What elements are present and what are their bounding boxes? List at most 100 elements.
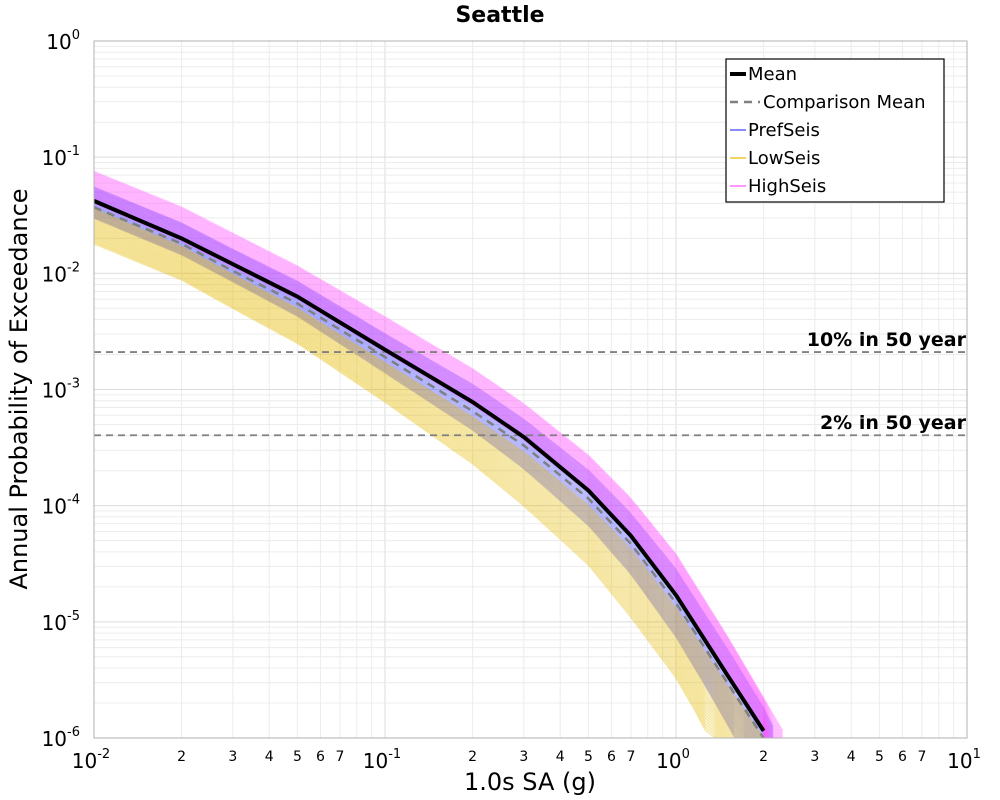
series-curve-lowseis [94, 241, 719, 738]
series-curve-lowseis [94, 217, 752, 738]
series-line-mean [94, 199, 766, 732]
series-curve-prefseis [94, 206, 755, 738]
reference-lines: 10% in 50 year 2% in 50 year [94, 329, 967, 437]
series-curve-highseis [94, 175, 782, 738]
series-curve-lowseis [94, 222, 744, 738]
series-curve-lowseis [94, 242, 717, 738]
grid [93, 41, 967, 739]
series-curve-highseis [94, 179, 777, 738]
series-curve-highseis [94, 177, 780, 738]
legend-label: LowSeis [748, 148, 820, 169]
series-curve-prefseis [94, 207, 753, 738]
series-curve-prefseis [94, 192, 773, 738]
series-curve-highseis [94, 188, 770, 738]
series-curve-lowseis [94, 229, 735, 738]
chart-title: Seattle [455, 3, 544, 28]
series-curve-lowseis [94, 220, 748, 738]
y-tick-label: 10-5 [42, 609, 80, 635]
x-minor-tick-label: 6 [607, 749, 616, 765]
x-minor-tick-label: 3 [810, 749, 819, 765]
legend-box [725, 58, 945, 203]
series-curve-lowseis [94, 226, 739, 738]
series-curve-prefseis [94, 212, 747, 738]
series-curve-prefseis [94, 186, 774, 728]
x-minor-tick-label: 2 [759, 749, 768, 765]
x-minor-tick-label: 5 [875, 749, 884, 765]
series-curve-highseis [94, 184, 772, 738]
series-curve-prefseis [94, 194, 770, 738]
series-curve-highseis [94, 197, 767, 738]
series-curve-lowseis [94, 224, 742, 738]
legend-label: Comparison Mean [763, 92, 926, 113]
series-curve-highseis [94, 170, 784, 732]
series-curve-highseis [94, 186, 771, 738]
series-curve-lowseis [94, 207, 764, 738]
series-curve-highseis [94, 174, 783, 738]
series-curve-prefseis [94, 188, 774, 733]
y-tick-label: 10-2 [42, 260, 80, 286]
legend-label: HighSeis [748, 176, 826, 197]
x-tick-label: 10-1 [363, 747, 401, 773]
series-curve-prefseis [94, 193, 772, 738]
legend-label: Mean [748, 64, 797, 85]
y-tick-label: 10-1 [42, 144, 80, 170]
series-curve-lowseis [94, 218, 750, 738]
series-curve-highseis [94, 172, 784, 735]
series-curve-highseis [94, 190, 769, 738]
series-curve-lowseis [94, 214, 756, 738]
series-curve-lowseis [94, 211, 759, 738]
series-curve-lowseis [94, 232, 731, 738]
series-curve-prefseis [94, 214, 743, 738]
series-curve-lowseis [94, 216, 754, 738]
series-curve-lowseis [94, 237, 724, 738]
series-curve-lowseis [94, 234, 728, 738]
series-curve-lowseis [94, 210, 761, 738]
series-curve-prefseis [94, 215, 740, 738]
x-minor-tick-label: 6 [898, 749, 907, 765]
x-minor-tick-label: 4 [556, 749, 565, 765]
x-minor-tick-label: 7 [917, 749, 926, 765]
x-minor-tick-label: 4 [847, 749, 856, 765]
series-curve-prefseis [94, 213, 745, 738]
reference-line-label: 10% in 50 year [807, 329, 967, 351]
series-curve-highseis [94, 196, 767, 738]
x-minor-tick-label: 3 [228, 749, 237, 765]
x-minor-tick-label: 7 [335, 749, 344, 765]
x-minor-tick-label: 3 [519, 749, 528, 765]
y-axis-label: Annual Probability of Exceedance [5, 188, 33, 589]
x-axis-label: 1.0s SA (g) [464, 768, 596, 796]
series-curve-prefseis [94, 190, 774, 736]
x-tick-label: 10-2 [72, 747, 110, 773]
x-tick-label: 100 [656, 747, 690, 773]
series-curve-prefseis [94, 187, 774, 731]
series-curve-highseis [94, 189, 770, 738]
series-curve-prefseis [94, 217, 738, 738]
series-curve-prefseis [94, 208, 752, 738]
x-minor-tick-label: 4 [265, 749, 274, 765]
plot-frame [93, 40, 968, 739]
series-curve-lowseis [94, 238, 722, 738]
series-curve-highseis [94, 194, 768, 738]
series-curve-prefseis [94, 191, 774, 738]
series-curve-lowseis [94, 221, 746, 738]
x-minor-tick-label: 6 [316, 749, 325, 765]
series-curve-highseis [94, 183, 773, 738]
series-curve-lowseis [94, 225, 741, 738]
series-curve-lowseis [94, 228, 737, 738]
x-tick-label: 101 [947, 747, 981, 773]
series-curve-highseis [94, 192, 768, 738]
series-curve-lowseis [94, 230, 733, 738]
series-curve-highseis [94, 178, 779, 738]
series-lines [94, 199, 766, 738]
series-curve-prefseis [94, 195, 769, 738]
x-minor-tick-label: 5 [293, 749, 302, 765]
reference-line-label: 2% in 50 year [820, 412, 967, 434]
series-curve-highseis [94, 191, 769, 738]
y-tick-label: 10-3 [42, 377, 80, 403]
series-curve-highseis [94, 173, 784, 738]
series-curve-lowseis [94, 209, 763, 738]
series-curve-highseis [94, 181, 774, 738]
series-curve-lowseis [94, 233, 729, 738]
x-minor-tick-label: 7 [626, 749, 635, 765]
